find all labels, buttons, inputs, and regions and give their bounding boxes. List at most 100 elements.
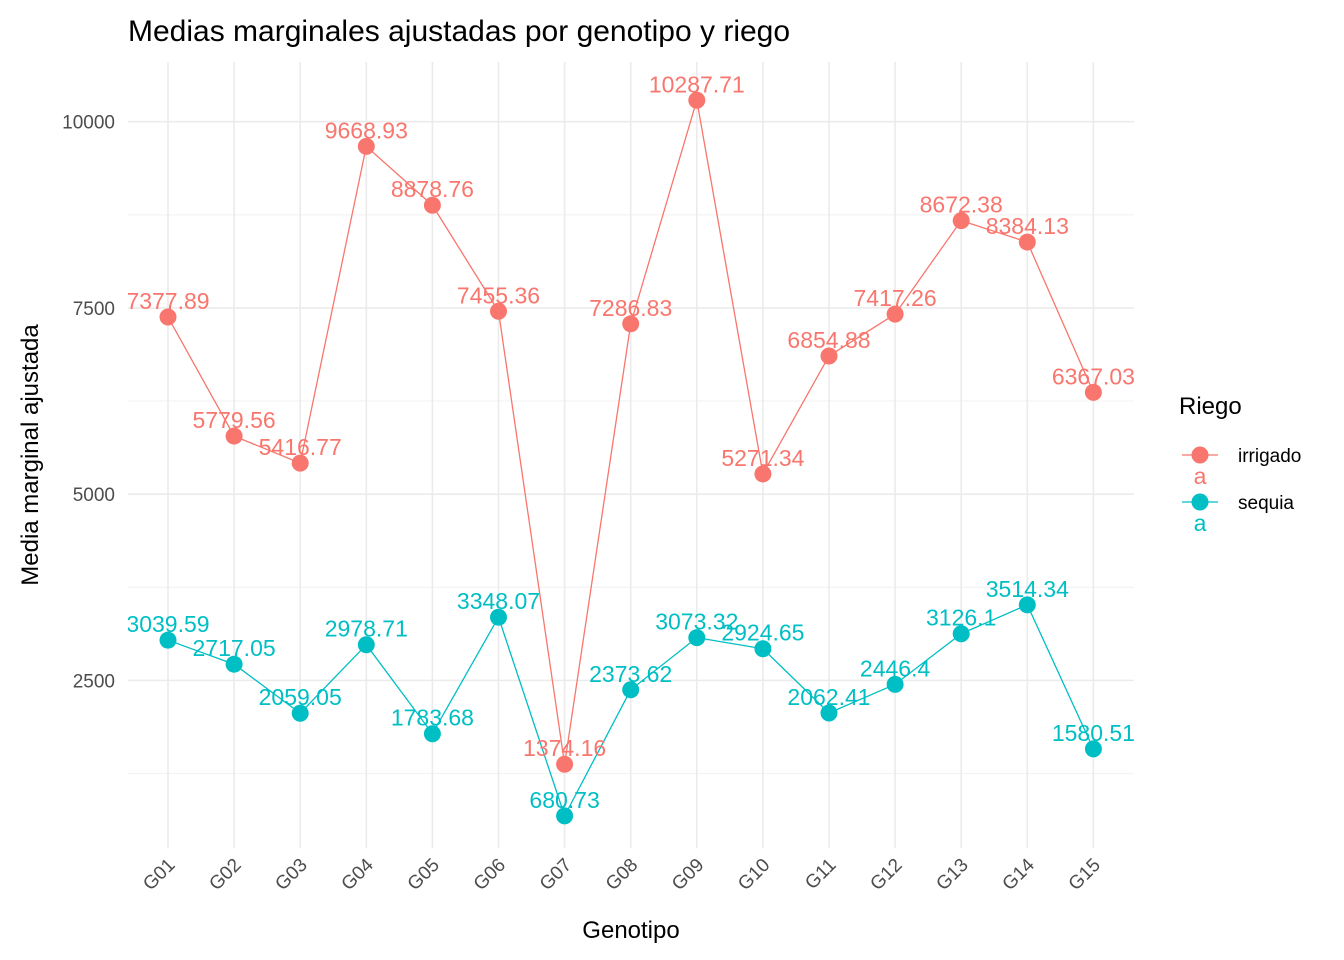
data-point-sequia — [225, 655, 243, 673]
data-point-sequia — [1018, 596, 1036, 614]
data-point-sequia — [688, 629, 706, 647]
x-tick-label: G06 — [470, 855, 510, 895]
legend-text-glyph: a — [1194, 463, 1207, 489]
data-point-sequia — [754, 640, 772, 658]
legend-key-irrigado: a irrigado — [1182, 446, 1301, 489]
data-point-irrigado — [952, 212, 970, 230]
series-layer — [159, 91, 1102, 825]
legend-point — [1191, 493, 1209, 511]
y-tick-label: 2500 — [73, 671, 115, 692]
data-label-irrigado: 8878.76 — [391, 176, 474, 202]
legend-label: sequia — [1238, 493, 1294, 514]
data-point-sequia — [556, 807, 574, 825]
x-tick-label: G15 — [1065, 855, 1105, 895]
data-point-irrigado — [754, 465, 772, 483]
data-point-sequia — [886, 675, 904, 693]
legend-keys: a irrigado a sequia — [1182, 446, 1301, 536]
data-label-sequia: 2717.05 — [193, 635, 276, 661]
series-sequia — [159, 596, 1102, 825]
data-label-sequia: 2924.65 — [721, 620, 804, 646]
data-label-irrigado: 6854.88 — [787, 327, 870, 353]
grid — [128, 62, 1134, 848]
data-label-irrigado: 5779.56 — [193, 407, 276, 433]
data-point-sequia — [820, 704, 838, 722]
data-point-sequia — [622, 681, 640, 699]
x-tick-label: G03 — [271, 855, 311, 895]
x-tick-label: G10 — [734, 855, 774, 895]
data-point-sequia — [952, 625, 970, 643]
y-axis-title: Media marginal ajustada — [17, 324, 44, 586]
data-label-irrigado: 7377.89 — [126, 288, 209, 314]
data-label-sequia: 3348.07 — [457, 588, 540, 614]
data-label-sequia: 2059.05 — [259, 684, 342, 710]
data-point-irrigado — [1084, 383, 1102, 401]
data-point-irrigado — [423, 196, 441, 214]
data-label-sequia: 2446.4 — [860, 655, 931, 681]
legend-key-sequia: a sequia — [1182, 493, 1294, 536]
data-label-irrigado: 10287.71 — [649, 71, 745, 97]
data-label-sequia: 1580.51 — [1052, 720, 1135, 746]
data-label-sequia: 2373.62 — [589, 661, 672, 687]
x-tick-label: G02 — [205, 855, 245, 895]
data-label-irrigado: 7417.26 — [854, 285, 937, 311]
x-tick-label: G11 — [801, 855, 840, 894]
data-label-sequia: 3514.34 — [986, 576, 1069, 602]
data-label-irrigado: 8672.38 — [920, 192, 1003, 218]
legend-label: irrigado — [1238, 446, 1301, 467]
data-label-sequia: 1783.68 — [391, 705, 474, 731]
legend-title: Riego — [1179, 393, 1242, 420]
data-point-sequia — [490, 608, 507, 626]
data-point-irrigado — [490, 302, 507, 320]
data-label-irrigado: 5416.77 — [259, 434, 342, 460]
data-point-irrigado — [159, 308, 177, 326]
data-point-irrigado — [622, 315, 640, 333]
x-tick-label: G13 — [932, 855, 972, 895]
x-tick-label: G08 — [602, 855, 642, 895]
data-label-irrigado: 7286.83 — [589, 295, 672, 321]
y-tick-label: 5000 — [73, 485, 115, 506]
legend-point — [1191, 446, 1209, 464]
y-tick-label: 10000 — [62, 113, 115, 134]
data-label-irrigado: 6367.03 — [1052, 363, 1135, 389]
data-label-sequia: 680.73 — [529, 787, 599, 813]
data-point-sequia — [1084, 740, 1102, 758]
legend: Riego a irrigado a sequia — [1179, 393, 1301, 536]
data-point-irrigado — [225, 427, 243, 445]
data-point-sequia — [291, 704, 309, 722]
x-tick-label: G01 — [139, 855, 179, 895]
x-tick-label: G05 — [404, 855, 444, 895]
data-point-irrigado — [556, 755, 574, 773]
data-label-sequia: 3073.32 — [655, 609, 738, 635]
y-tick-label: 7500 — [73, 299, 115, 320]
x-tick-label: G12 — [866, 855, 906, 895]
chart-title: Medias marginales ajustadas por genotipo… — [128, 15, 790, 48]
x-tick-label: G04 — [338, 854, 379, 895]
data-label-sequia: 2978.71 — [325, 616, 408, 642]
x-tick-label: G07 — [536, 855, 576, 895]
data-label-sequia: 3126.1 — [926, 605, 996, 631]
data-point-irrigado — [886, 305, 904, 323]
data-label-irrigado: 5271.34 — [721, 445, 804, 471]
data-label-sequia: 3039.59 — [126, 611, 209, 637]
x-axis-tick-labels: G01 G02 G03 G04 G05 G06 G07 G08 G09 G10 G11 G12 G13 G… — [139, 854, 1105, 895]
data-label-irrigado: 9668.93 — [325, 117, 408, 143]
x-axis-title: Genotipo — [582, 917, 679, 944]
data-label-irrigado: 1374.16 — [523, 735, 606, 761]
data-label-sequia: 2062.41 — [787, 684, 870, 710]
x-tick-label: G09 — [668, 855, 708, 895]
data-point-sequia — [423, 725, 441, 743]
data-label-irrigado: 7455.36 — [457, 282, 540, 308]
data-point-sequia — [357, 636, 375, 654]
data-point-irrigado — [688, 91, 706, 109]
data-point-irrigado — [357, 137, 375, 155]
x-tick-label: G14 — [999, 854, 1040, 895]
data-label-irrigado: 8384.13 — [986, 213, 1069, 239]
data-point-irrigado — [820, 347, 838, 365]
data-point-irrigado — [291, 454, 309, 472]
legend-text-glyph: a — [1194, 510, 1207, 536]
data-point-sequia — [159, 631, 177, 649]
data-point-irrigado — [1018, 233, 1036, 251]
y-axis-tick-labels: 2500 5000 7500 10000 — [62, 113, 115, 693]
